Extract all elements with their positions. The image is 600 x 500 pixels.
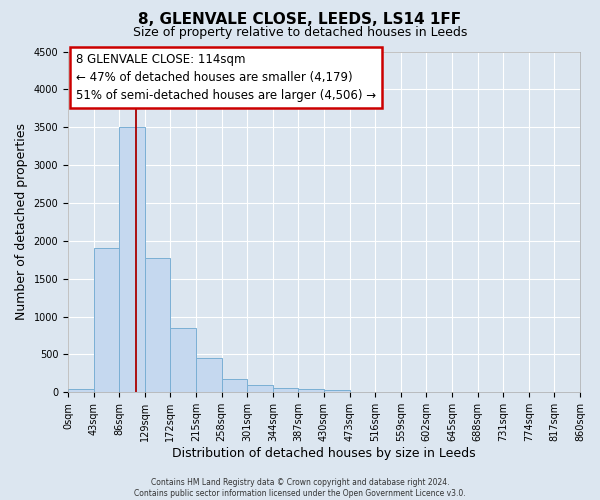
Text: Size of property relative to detached houses in Leeds: Size of property relative to detached ho… xyxy=(133,26,467,39)
Bar xyxy=(170,328,196,392)
Text: Contains HM Land Registry data © Crown copyright and database right 2024.
Contai: Contains HM Land Registry data © Crown c… xyxy=(134,478,466,498)
Bar xyxy=(298,390,324,392)
Bar xyxy=(119,127,145,392)
Bar xyxy=(221,379,247,392)
Bar xyxy=(145,258,170,392)
Bar xyxy=(196,358,221,392)
Bar xyxy=(324,390,350,392)
Bar xyxy=(273,388,298,392)
Bar xyxy=(94,248,119,392)
Text: 8, GLENVALE CLOSE, LEEDS, LS14 1FF: 8, GLENVALE CLOSE, LEEDS, LS14 1FF xyxy=(139,12,461,28)
Bar xyxy=(68,388,94,392)
X-axis label: Distribution of detached houses by size in Leeds: Distribution of detached houses by size … xyxy=(172,447,476,460)
Text: 8 GLENVALE CLOSE: 114sqm
← 47% of detached houses are smaller (4,179)
51% of sem: 8 GLENVALE CLOSE: 114sqm ← 47% of detach… xyxy=(76,53,376,102)
Bar xyxy=(247,385,273,392)
Y-axis label: Number of detached properties: Number of detached properties xyxy=(15,124,28,320)
